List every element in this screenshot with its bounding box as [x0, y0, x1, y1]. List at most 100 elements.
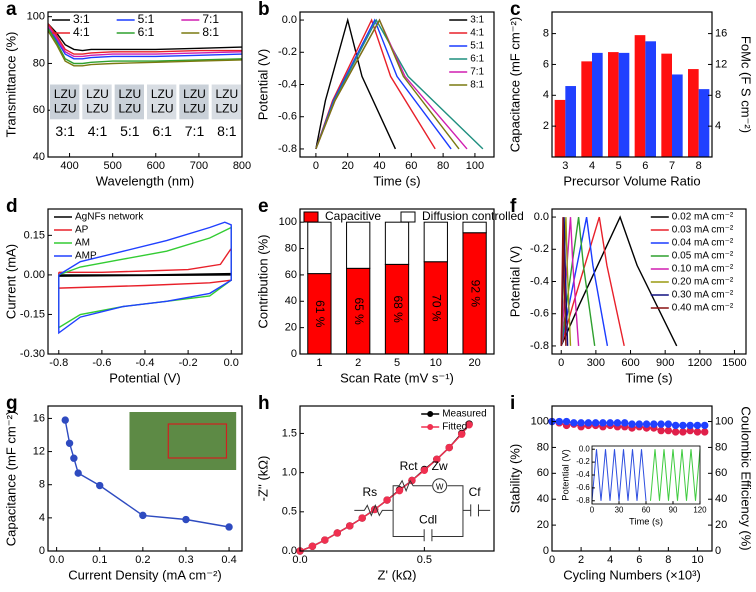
y2-tick-label: 100 [715, 415, 733, 427]
plot-frame [551, 405, 713, 552]
x-tick-label: 6 [642, 160, 648, 172]
x-tick-label: 600 [621, 357, 639, 369]
value-label: 61 % [313, 300, 327, 328]
point [628, 420, 636, 428]
legend-label: 8:1 [470, 80, 484, 91]
point [182, 515, 190, 524]
x-tick-label: 500 [103, 160, 121, 172]
y-tick-label: 0.0 [282, 14, 297, 26]
point [346, 522, 354, 530]
series-line [58, 221, 232, 335]
circuit-label: Zw [432, 459, 448, 473]
point [65, 439, 74, 447]
y-tick-label: 40 [285, 295, 297, 307]
y-tick-label: 0.0 [579, 444, 591, 453]
point [664, 420, 673, 428]
value-label: 65 % [352, 297, 366, 325]
legend-label: 0.30 mA cm⁻² [672, 290, 734, 301]
inset-text: LZU [183, 87, 206, 101]
x-tick-label: 300 [587, 357, 605, 369]
legend-label: 6:1 [470, 54, 484, 65]
x-tick-label: 0 [549, 554, 555, 566]
x-tick-label: 40 [373, 160, 385, 172]
x-tick-label: 0 [558, 357, 564, 369]
y-axis-label: -Z'' (kΩ) [255, 456, 270, 502]
bar [698, 89, 710, 157]
x-axis-label: Precursor Volume Ratio [563, 173, 700, 188]
x-tick-label: 0.1 [92, 554, 107, 566]
legend-label: 0.05 mA cm⁻² [672, 251, 734, 262]
point [333, 529, 342, 537]
y-tick-label: 4 [543, 89, 549, 101]
point [321, 536, 329, 544]
point [657, 420, 665, 428]
point [96, 481, 104, 490]
y-tick-label: 100 [279, 216, 297, 228]
legend-label: Diffusion controlled [422, 209, 524, 223]
x-axis-label: Time (s) [625, 370, 672, 385]
y2-tick-label: 8 [715, 89, 721, 101]
inset-text: LZU [54, 87, 77, 101]
point [445, 443, 453, 452]
legend-label: 4:1 [73, 25, 90, 39]
x-tick-label: 400 [60, 160, 78, 172]
point [650, 420, 658, 428]
legend-label: 5:1 [138, 12, 155, 26]
y2-tick-label: 60 [715, 467, 727, 479]
point [358, 514, 366, 522]
x-tick-label: 4 [589, 160, 595, 172]
point [591, 419, 600, 427]
circuit-label: Rct [400, 459, 419, 473]
y-axis-label: Stability (%) [507, 444, 522, 513]
y-tick-label: 60 [285, 269, 297, 281]
legend-label: 0.04 mA cm⁻² [672, 238, 734, 249]
legend-label: Measured [442, 409, 486, 420]
legend-label: AM [75, 238, 90, 249]
point [457, 430, 466, 438]
y-tick-label: -0.2 [576, 457, 590, 466]
legend-label: AMP [75, 251, 97, 262]
point [701, 421, 709, 430]
y-axis-label: Potential (V) [255, 49, 270, 121]
x-tick-label: 10 [691, 554, 703, 566]
x-tick-label: 1 [316, 357, 322, 369]
x-tick-label: 20 [342, 160, 354, 172]
y-tick-label: -0.8 [530, 340, 549, 352]
legend-label: 4:1 [470, 28, 484, 39]
inset-text: LZU [54, 101, 77, 115]
y-tick-label: 0 [543, 545, 549, 557]
y-axis-label: Potential (V) [507, 246, 522, 318]
x-tick-label: 0.4 [221, 554, 236, 566]
y2-tick-label: 20 [715, 519, 727, 531]
point [383, 496, 391, 504]
y-tick-label: 20 [537, 519, 549, 531]
y-axis-label: Transmittance (%) [3, 32, 18, 138]
bar-segment [307, 221, 332, 275]
photo-tile [147, 84, 177, 120]
x-tick-label: 8 [665, 554, 671, 566]
series-line [47, 25, 243, 60]
bar-segment [423, 221, 448, 263]
y-tick-label: 4 [39, 512, 45, 524]
point [562, 417, 571, 426]
inset-text: LZU [151, 101, 174, 115]
point [671, 428, 680, 436]
circuit-label: Cf [469, 485, 482, 499]
x-tick-label: 30 [615, 506, 624, 515]
y-tick-label: 8 [39, 479, 45, 491]
photo-ratio-label: 3:1 [55, 123, 75, 139]
x-tick-label: 5 [394, 357, 400, 369]
bar-segment [384, 221, 410, 265]
point [693, 421, 702, 430]
y2-axis-label: FoMc (F S cm⁻²) [739, 36, 754, 133]
x-axis-label: Scan Rate (mV s⁻¹) [340, 370, 454, 385]
y2-tick-label: 80 [715, 441, 727, 453]
x-tick-label: 120 [693, 506, 707, 515]
series-line [47, 23, 242, 55]
y-tick-label: 0 [291, 348, 297, 360]
x-axis-label: Time (s) [373, 173, 420, 188]
x-tick-label: 90 [669, 506, 678, 515]
y2-axis-label: Coulombic Efficiency (%) [739, 406, 754, 550]
point [642, 420, 651, 428]
